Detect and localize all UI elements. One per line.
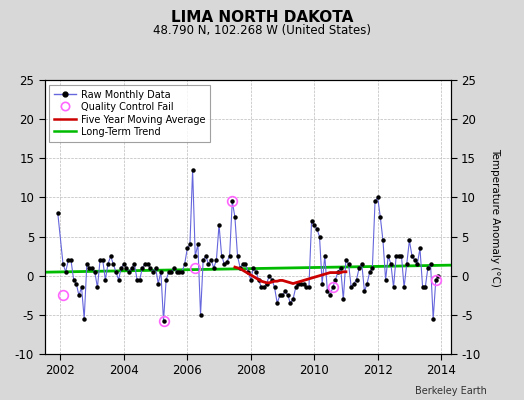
- Y-axis label: Temperature Anomaly (°C): Temperature Anomaly (°C): [490, 148, 500, 286]
- Legend: Raw Monthly Data, Quality Control Fail, Five Year Moving Average, Long-Term Tren: Raw Monthly Data, Quality Control Fail, …: [49, 85, 210, 142]
- Text: Berkeley Earth: Berkeley Earth: [416, 386, 487, 396]
- Text: 48.790 N, 102.268 W (United States): 48.790 N, 102.268 W (United States): [153, 24, 371, 37]
- Text: LIMA NORTH DAKOTA: LIMA NORTH DAKOTA: [171, 10, 353, 25]
